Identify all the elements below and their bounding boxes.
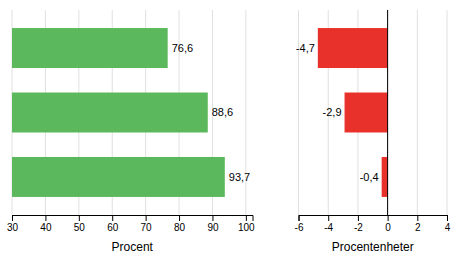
- data-label: -2,9: [323, 106, 342, 118]
- x-tick-mark: [212, 215, 213, 221]
- bar: [12, 93, 208, 133]
- x-tick: 30: [7, 215, 19, 233]
- x-tick: 0: [385, 215, 391, 233]
- x-tick-label: 40: [40, 222, 52, 233]
- x-tick-mark: [79, 215, 80, 221]
- x-tick: 60: [107, 215, 119, 233]
- x-tick-label: 4: [445, 222, 451, 233]
- x-tick: 90: [207, 215, 219, 233]
- x-tick-label: 60: [107, 222, 119, 233]
- bar: [12, 157, 225, 197]
- data-labels: 76,6 88,6 93,7: [172, 42, 251, 183]
- grid-line: [245, 10, 246, 215]
- zero-line: [387, 10, 388, 215]
- x-axis: -6 -4 -2 0 2 4: [295, 215, 451, 233]
- x-tick-label: -4: [324, 222, 333, 233]
- x-tick-label: 80: [174, 222, 186, 233]
- chart: 76,688,693,730405060708090100Procent-4,7…: [0, 0, 461, 259]
- x-axis-line: [299, 216, 447, 222]
- x-tick-label: -6: [295, 222, 304, 233]
- x-tick-mark: [45, 215, 46, 221]
- bar: [12, 28, 168, 68]
- data-label: -4,7: [296, 42, 315, 54]
- x-tick-label: -2: [354, 222, 363, 233]
- x-axis-title: Procent: [112, 240, 154, 254]
- x-tick: 2: [415, 215, 421, 233]
- grid-line: [298, 10, 299, 215]
- x-tick-label: 2: [415, 222, 421, 233]
- x-tick-label: 50: [74, 222, 86, 233]
- panel: 76,6 88,6 93,7 30 40 50 60 70 80 90 100 Procent: [0, 10, 255, 254]
- x-tick-mark: [12, 215, 13, 221]
- bars: [318, 10, 388, 215]
- data-label: -0,4: [360, 171, 379, 183]
- x-tick-mark: [358, 215, 359, 221]
- x-tick: 100: [238, 215, 255, 233]
- x-tick-label: 0: [385, 222, 391, 233]
- bars: [12, 28, 225, 197]
- x-axis: 30 40 50 60 70 80 90 100: [7, 215, 255, 233]
- x-tick: 80: [174, 215, 186, 233]
- grid: [299, 10, 447, 215]
- panel: -4,7 -2,9 -0,4 -6 -4 -2 0 2 4 Procentenheter: [295, 10, 451, 254]
- x-tick-label: 90: [207, 222, 219, 233]
- data-label: 88,6: [212, 106, 233, 118]
- grid-line: [447, 10, 448, 215]
- x-tick-mark: [447, 215, 448, 221]
- x-tick-label: 70: [141, 222, 153, 233]
- data-label: 76,6: [172, 42, 193, 54]
- data-label: 93,7: [229, 171, 250, 183]
- x-tick: -4: [324, 215, 333, 233]
- bar: [345, 93, 388, 133]
- x-tick: -6: [295, 215, 304, 233]
- x-tick-mark: [299, 215, 300, 221]
- x-tick-mark: [112, 215, 113, 221]
- x-tick: 40: [40, 215, 52, 233]
- x-tick-label: 100: [238, 222, 255, 233]
- grid-line: [417, 10, 418, 215]
- x-tick-mark: [179, 215, 180, 221]
- x-axis-line: [13, 216, 254, 222]
- bar: [318, 28, 388, 68]
- x-tick-mark: [328, 215, 329, 221]
- x-tick-mark: [417, 215, 418, 221]
- x-axis-title: Procentenheter: [332, 240, 414, 254]
- x-tick: -2: [354, 215, 363, 233]
- x-tick-mark: [246, 215, 247, 221]
- x-tick-mark: [388, 215, 389, 221]
- bar: [382, 157, 388, 197]
- x-tick-mark: [146, 215, 147, 221]
- x-tick-label: 30: [7, 222, 19, 233]
- data-labels: -4,7 -2,9 -0,4: [296, 42, 379, 183]
- x-tick: 50: [74, 215, 86, 233]
- x-tick: 4: [445, 215, 451, 233]
- x-tick: 70: [141, 215, 153, 233]
- grid-line: [387, 10, 388, 215]
